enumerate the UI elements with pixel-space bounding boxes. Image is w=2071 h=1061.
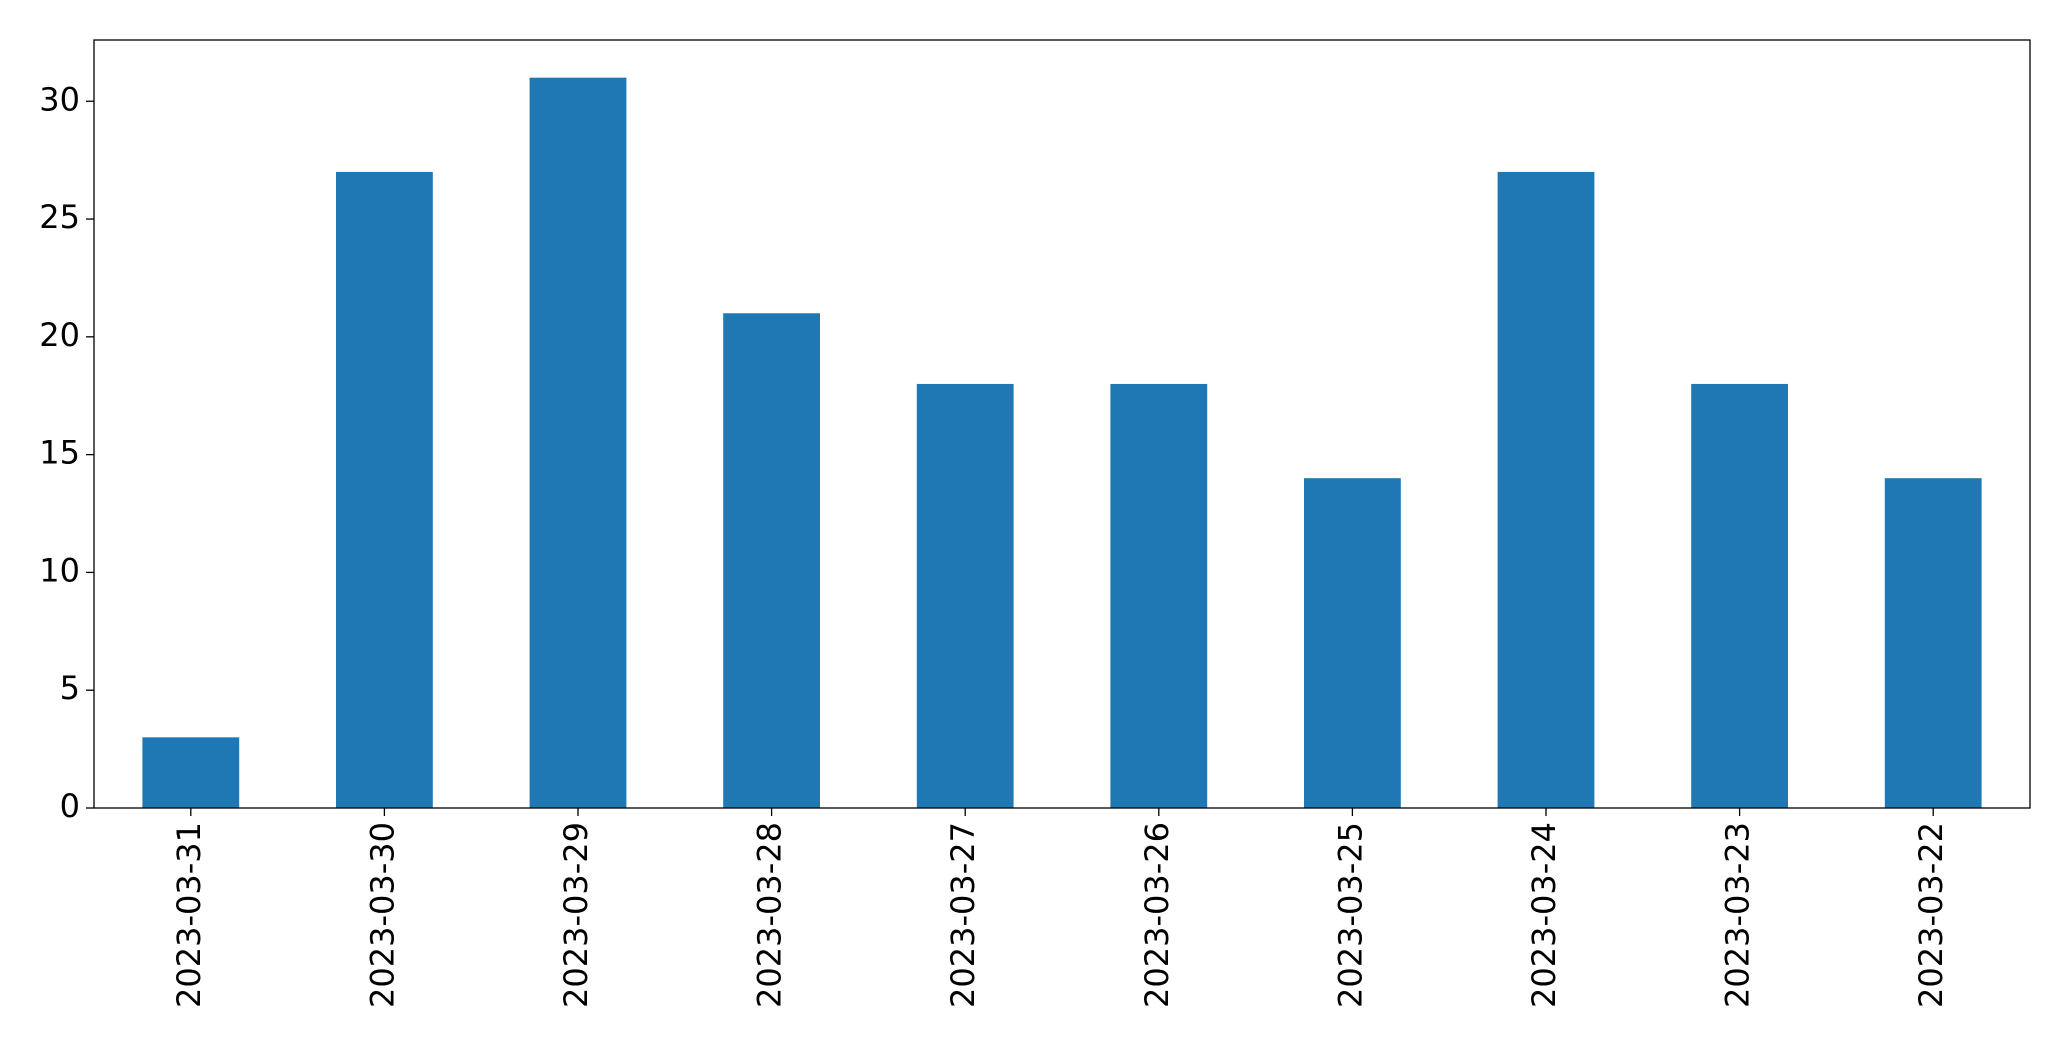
x-tick-label: 2023-03-30 [363,822,401,1008]
bar [1691,383,1788,808]
bar [142,737,240,808]
y-tick-label: 30 [39,80,80,118]
x-tick-label: 2023-03-26 [1138,822,1176,1008]
y-tick-label: 20 [39,316,80,354]
bar [1884,478,1982,808]
x-tick-label: 2023-03-29 [557,822,595,1008]
bar [723,313,820,808]
x-tick-label: 2023-03-31 [170,822,208,1008]
bar [916,383,1014,808]
y-tick-label: 5 [60,669,80,707]
bar [336,171,433,808]
x-tick-label: 2023-03-28 [751,822,789,1008]
x-tick-label: 2023-03-23 [1719,822,1757,1008]
bar [1110,383,1208,808]
y-tick-label: 0 [60,787,80,825]
x-tick-label: 2023-03-25 [1331,822,1369,1008]
y-tick-label: 25 [39,198,80,236]
bar [529,77,627,809]
plot-frame [93,39,2031,809]
bar [1497,171,1595,808]
x-tick-label: 2023-03-27 [944,822,982,1008]
x-tick-label: 2023-03-22 [1912,822,1950,1008]
y-tick-label: 10 [39,551,80,589]
x-tick-label: 2023-03-24 [1525,822,1563,1008]
y-tick-label: 15 [39,434,80,472]
bar [1304,478,1401,808]
